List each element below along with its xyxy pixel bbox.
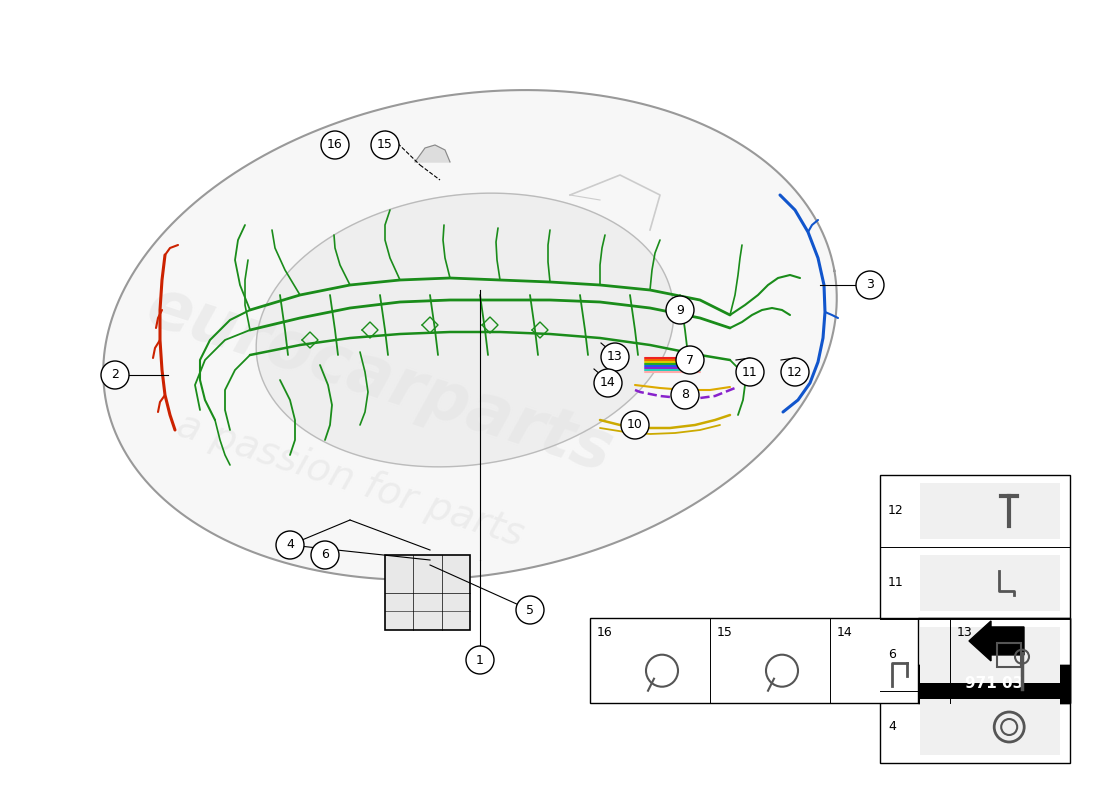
Text: 15: 15 (377, 138, 393, 151)
Text: 6: 6 (888, 649, 895, 662)
Bar (590, 618, 1070, 703)
Circle shape (101, 361, 129, 389)
FancyArrow shape (969, 621, 1024, 661)
Bar (998, 643, 1021, 667)
Text: 13: 13 (607, 350, 623, 363)
Circle shape (621, 411, 649, 439)
Text: 15: 15 (717, 626, 733, 638)
Bar (920, 555, 1060, 611)
Text: a passion for parts: a passion for parts (172, 406, 528, 554)
Text: 3: 3 (866, 278, 873, 291)
Circle shape (276, 531, 304, 559)
Circle shape (781, 358, 808, 386)
Circle shape (466, 646, 494, 674)
Bar (920, 627, 1060, 683)
Text: 12: 12 (788, 366, 803, 378)
Text: 8: 8 (681, 389, 689, 402)
Circle shape (321, 131, 349, 159)
Circle shape (666, 296, 694, 324)
Text: 11: 11 (888, 577, 904, 590)
Text: 13: 13 (957, 626, 972, 638)
Bar (920, 699, 1060, 755)
Circle shape (311, 541, 339, 569)
Text: 14: 14 (601, 377, 616, 390)
Circle shape (594, 369, 621, 397)
Text: 1: 1 (476, 654, 484, 666)
Bar (880, 475, 1070, 763)
Polygon shape (415, 145, 450, 162)
Text: 16: 16 (597, 626, 613, 638)
Bar (920, 483, 1060, 539)
Text: 7: 7 (686, 354, 694, 366)
Text: 4: 4 (888, 721, 895, 734)
Text: 9: 9 (676, 303, 684, 317)
Circle shape (736, 358, 764, 386)
FancyBboxPatch shape (385, 555, 470, 630)
Bar (918, 618, 1070, 665)
Circle shape (601, 343, 629, 371)
Circle shape (516, 596, 544, 624)
Circle shape (371, 131, 399, 159)
Text: 16: 16 (327, 138, 343, 151)
Text: 971 03: 971 03 (965, 676, 1023, 691)
Polygon shape (256, 193, 674, 467)
Text: 4: 4 (286, 538, 294, 551)
Text: 6: 6 (321, 549, 329, 562)
Text: 11: 11 (742, 366, 758, 378)
Bar (918, 665, 1070, 703)
Polygon shape (103, 90, 837, 580)
Circle shape (856, 271, 884, 299)
Text: 14: 14 (837, 626, 852, 638)
Text: eurocarparts: eurocarparts (139, 274, 621, 486)
Text: 5: 5 (526, 603, 534, 617)
Circle shape (671, 381, 698, 409)
Text: 2: 2 (111, 369, 119, 382)
Text: 10: 10 (627, 418, 642, 431)
Text: 12: 12 (888, 505, 904, 518)
Circle shape (676, 346, 704, 374)
